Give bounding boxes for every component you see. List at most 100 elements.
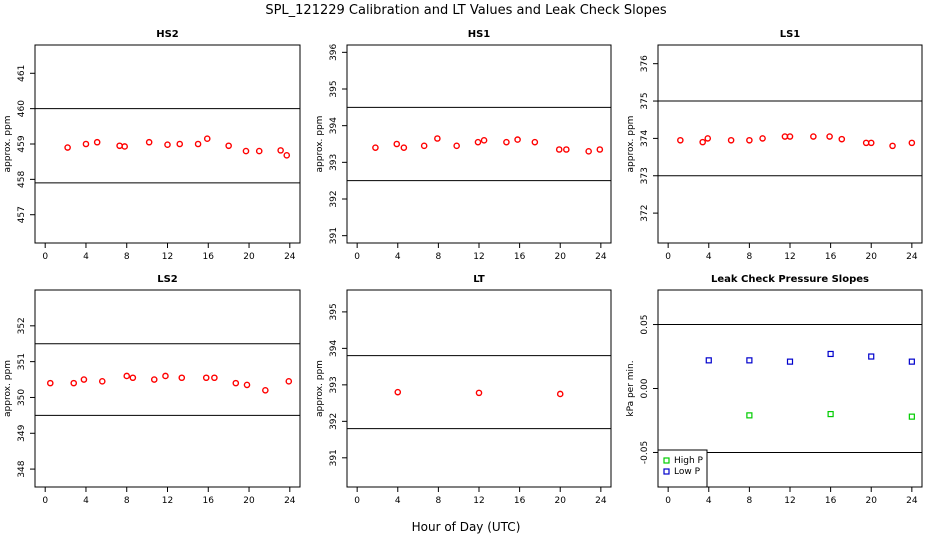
legend-label: High P	[674, 456, 704, 466]
y-tick-label: 349	[17, 424, 27, 441]
y-axis-label: approx. ppm	[3, 360, 13, 417]
x-axis-label: Hour of Day (UTC)	[412, 520, 521, 534]
x-tick-label: 24	[284, 496, 296, 506]
data-point	[394, 388, 402, 396]
data-point	[64, 144, 71, 151]
data-point	[176, 140, 184, 148]
x-tick-label: 8	[747, 496, 753, 506]
data-point	[503, 138, 510, 146]
data-point	[475, 389, 483, 397]
data-point	[746, 357, 753, 364]
data-point	[129, 374, 137, 382]
panel-ls1: LS1 0 4 8 12 16 20 24 372 373 374 375 376 approx. ppm	[626, 29, 923, 262]
data-point	[746, 136, 753, 144]
x-tick-label: 24	[595, 252, 607, 262]
data-point	[699, 138, 706, 146]
x-tick-label: 20	[866, 496, 878, 506]
data-point	[225, 142, 232, 150]
y-tick-label: 395	[329, 80, 339, 97]
data-point	[531, 138, 539, 146]
data-point	[826, 133, 833, 140]
x-tick-label: 4	[395, 252, 401, 262]
y-tick-label: 395	[329, 303, 339, 320]
y-axis-label: approx. ppm	[626, 116, 636, 173]
data-point	[46, 379, 54, 387]
data-point	[262, 386, 269, 394]
data-point	[164, 141, 171, 149]
y-tick-label: 393	[329, 376, 339, 393]
x-tick-label: 4	[706, 252, 712, 262]
data-point	[596, 146, 604, 153]
y-tick-label: 391	[329, 227, 339, 244]
x-tick-label: 20	[243, 252, 255, 262]
x-tick-label: 24	[906, 496, 918, 506]
panel-title: LS2	[157, 274, 178, 285]
x-tick-label: 8	[124, 496, 130, 506]
data-point	[746, 412, 753, 419]
data-point	[889, 142, 896, 150]
x-tick-label: 24	[906, 252, 918, 262]
data-point	[255, 147, 263, 155]
x-tick-label: 12	[162, 496, 173, 506]
panel-grid: HS2 0 4 8 12 16 20 24 457 458 459 460 461 approx. ppm…	[3, 29, 923, 506]
data-point	[80, 376, 88, 383]
y-axis-label: approx. ppm	[315, 116, 325, 173]
x-tick-label: 4	[706, 496, 712, 506]
y-tick-label: 458	[17, 170, 27, 187]
data-point	[514, 136, 521, 143]
main-title: SPL_121229 Calibration and LT Values and…	[265, 3, 667, 18]
data-point	[434, 135, 441, 142]
x-tick-label: 4	[83, 252, 89, 262]
y-tick-label: 396	[329, 43, 339, 60]
data-point	[585, 148, 592, 155]
data-point	[827, 410, 834, 418]
data-point	[283, 152, 291, 159]
y-tick-label: -0.05	[640, 441, 650, 464]
data-point	[82, 140, 90, 148]
data-point	[393, 140, 401, 148]
data-point	[98, 378, 106, 385]
data-point	[727, 136, 735, 144]
data-point	[867, 139, 875, 147]
panel-leak-check-pressure-slopes: Leak Check Pressure Slopes 0 4 8 12 16 20 24 -0.…	[626, 274, 923, 506]
x-tick-label: 0	[42, 252, 48, 262]
y-tick-label: 373	[640, 167, 650, 184]
x-tick-label: 0	[42, 496, 48, 506]
y-tick-label: 374	[640, 130, 650, 147]
y-tick-label: 392	[329, 190, 339, 207]
x-tick-label: 12	[784, 496, 795, 506]
panel-lt: LT 0 4 8 12 16 20 24 391 392 393 394 395 approx. ppm	[315, 274, 612, 506]
x-tick-label: 12	[162, 252, 173, 262]
data-point	[838, 135, 846, 143]
data-point	[705, 357, 712, 364]
data-point	[704, 135, 712, 142]
y-tick-label: 391	[329, 449, 339, 466]
y-tick-label: 372	[640, 205, 650, 222]
y-tick-label: 394	[329, 340, 339, 357]
y-tick-label: 392	[329, 413, 339, 430]
data-point	[868, 353, 875, 360]
data-point	[556, 390, 564, 398]
y-tick-label: 393	[329, 154, 339, 171]
data-point	[285, 378, 293, 385]
y-tick-label: 394	[329, 117, 339, 134]
y-tick-label: 0.00	[640, 378, 650, 398]
data-point	[786, 133, 794, 140]
data-point	[827, 350, 834, 358]
y-tick-label: 461	[17, 65, 27, 82]
data-point	[908, 139, 916, 147]
plot-frame	[34, 44, 301, 244]
x-tick-label: 0	[665, 496, 671, 506]
data-point	[480, 137, 488, 144]
y-tick-label: 376	[640, 55, 650, 72]
y-tick-label: 352	[17, 317, 27, 334]
plot-frame	[346, 289, 612, 488]
y-tick-label: 348	[17, 460, 27, 477]
panel-title: LS1	[780, 29, 801, 40]
panel-ls2: LS2 0 4 8 12 16 20 24 348 349 350 351 352 approx. ppm	[3, 274, 301, 506]
x-tick-label: 20	[243, 496, 255, 506]
data-point	[150, 376, 158, 383]
y-tick-label: 350	[17, 389, 27, 406]
x-tick-label: 20	[555, 496, 567, 506]
